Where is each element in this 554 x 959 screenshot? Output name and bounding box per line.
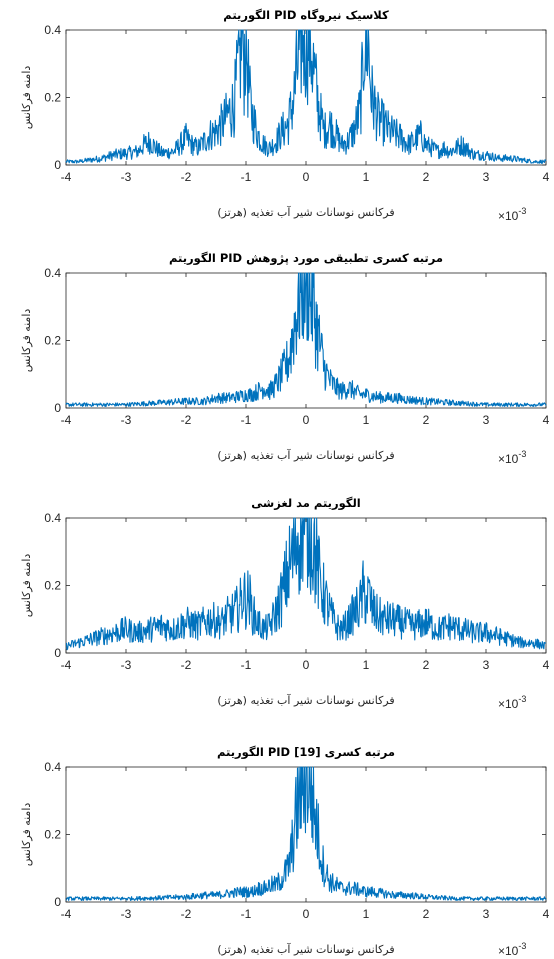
x-tick-label: -1 <box>241 170 252 184</box>
panel-3-y-ticks: 0 0.2 0.4 <box>44 511 546 660</box>
panel-2-axes-box <box>65 272 547 409</box>
panel-1-x-label: فرکانس نوسانات شیر آب تغذیه (هرتز) <box>217 205 394 219</box>
x-tick-label: 3 <box>483 413 490 427</box>
x-tick-label: 2 <box>423 413 430 427</box>
y-tick-label: 0 <box>54 646 61 660</box>
panel-2-x-exponent: ×10-3 <box>498 449 526 466</box>
x-tick-label: 4 <box>543 413 550 427</box>
x-tick-label: 0 <box>303 658 310 672</box>
x-tick-label: -4 <box>61 170 72 184</box>
x-tick-label: -3 <box>121 413 132 427</box>
panel-4-x-exponent: ×10-3 <box>498 941 526 958</box>
y-tick-label: 0 <box>54 158 61 172</box>
x-tick-label: -1 <box>241 658 252 672</box>
x-tick-label: 4 <box>543 170 550 184</box>
x-tick-label: 0 <box>303 907 310 921</box>
x-tick-label: 3 <box>483 170 490 184</box>
panel-4-series-line <box>65 766 547 902</box>
panel-1-x-exponent: ×10-3 <box>498 206 526 223</box>
x-tick-label: 3 <box>483 658 490 672</box>
panel-2-y-label: دامنه فرکانس <box>20 309 33 373</box>
panel-3-y-label: دامنه فرکانس <box>20 554 33 618</box>
x-tick-label: 4 <box>543 907 550 921</box>
x-tick-label: -2 <box>181 658 192 672</box>
x-tick-label: 1 <box>363 413 370 427</box>
y-tick-label: 0.2 <box>44 828 61 842</box>
panel-3-series-line <box>65 517 547 651</box>
panel-2-title: الگوریتم PID مرتبه کسری تطبیقی مورد پژوه… <box>169 251 443 266</box>
panel-4-title: الگوریتم PID مرتبه کسری [19] <box>217 745 395 760</box>
x-tick-label: -2 <box>181 413 192 427</box>
x-tick-label: -2 <box>181 170 192 184</box>
x-tick-label: -1 <box>241 907 252 921</box>
panel-3-x-exponent: ×10-3 <box>498 694 526 711</box>
y-tick-label: 0.4 <box>44 266 61 280</box>
panel-1-y-label: دامنه فرکانس <box>20 66 33 130</box>
panel-4-y-ticks: 0 0.2 0.4 <box>44 760 546 909</box>
x-tick-label: 1 <box>363 170 370 184</box>
x-tick-label: 3 <box>483 907 490 921</box>
x-tick-label: 2 <box>423 658 430 672</box>
x-tick-label: -4 <box>61 413 72 427</box>
panel-4-y-label: دامنه فرکانس <box>20 803 33 867</box>
panel-1-series-line <box>65 29 547 164</box>
panel-1-y-ticks: 0 0.2 0.4 <box>44 23 546 172</box>
x-tick-label: 0 <box>303 413 310 427</box>
x-tick-label: -4 <box>61 658 72 672</box>
x-tick-label: 1 <box>363 658 370 672</box>
x-tick-label: -3 <box>121 658 132 672</box>
y-tick-label: 0 <box>54 895 61 909</box>
panel-3: الگوریتم مد لغزشی -4 -3 -2 -1 0 1 2 3 4 00.20.4 … <box>20 496 550 711</box>
panel-4: الگوریتم PID مرتبه کسری [19] -4 -3 -2 -1 0 1 2… <box>20 745 550 958</box>
panel-2-series-line <box>65 272 547 407</box>
y-tick-label: 0 <box>54 401 61 415</box>
panel-2-y-ticks: 0 0.2 0.4 <box>44 266 546 415</box>
x-tick-label: 2 <box>423 170 430 184</box>
y-tick-label: 0.2 <box>44 579 61 593</box>
x-tick-label: -4 <box>61 907 72 921</box>
y-tick-label: 0.2 <box>44 91 61 105</box>
x-tick-label: 1 <box>363 907 370 921</box>
x-tick-label: 0 <box>303 170 310 184</box>
x-tick-label: 4 <box>543 658 550 672</box>
y-tick-label: 0.2 <box>44 334 61 348</box>
panel-3-x-label: فرکانس نوسانات شیر آب تغذیه (هرتز) <box>217 693 394 707</box>
x-tick-label: -1 <box>241 413 252 427</box>
x-tick-label: 2 <box>423 907 430 921</box>
panel-2-x-label: فرکانس نوسانات شیر آب تغذیه (هرتز) <box>217 448 394 462</box>
panel-4-x-ticks: -4 -3 -2 -1 0 1 2 3 4 <box>61 767 550 921</box>
panel-3-title: الگوریتم مد لغزشی <box>251 496 361 511</box>
y-tick-label: 0.4 <box>44 760 61 774</box>
panel-1: الگوریتم PID کلاسیک نیروگاه -4 -3 -2 -1 0 1 2 3… <box>20 8 550 223</box>
panel-4-x-label: فرکانس نوسانات شیر آب تغذیه (هرتز) <box>217 942 394 956</box>
x-tick-label: -3 <box>121 170 132 184</box>
y-tick-label: 0.4 <box>44 511 61 525</box>
panel-2: الگوریتم PID مرتبه کسری تطبیقی مورد پژوه… <box>20 251 550 466</box>
panel-1-title: الگوریتم PID کلاسیک نیروگاه <box>223 8 389 23</box>
panel-3-x-ticks: -4 -3 -2 -1 0 1 2 3 4 <box>61 518 550 672</box>
y-tick-label: 0.4 <box>44 23 61 37</box>
x-tick-label: -3 <box>121 907 132 921</box>
x-tick-label: -2 <box>181 907 192 921</box>
